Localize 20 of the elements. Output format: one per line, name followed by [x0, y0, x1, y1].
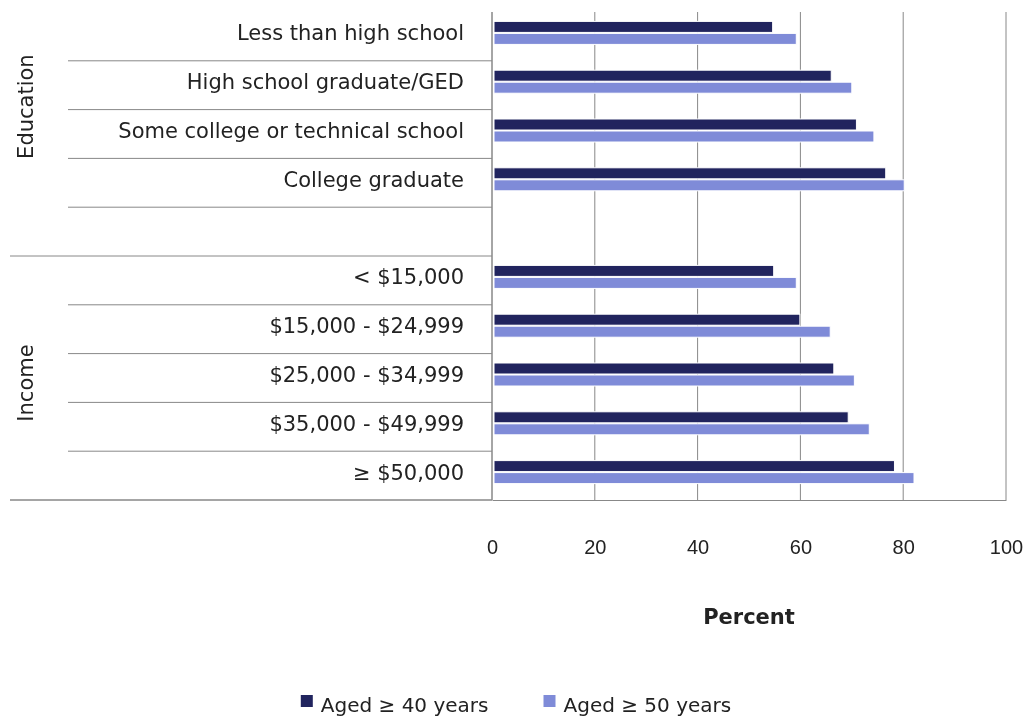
- y-tick-label: College graduate: [283, 167, 464, 192]
- y-tick-label: $25,000 - $34,999: [269, 363, 464, 387]
- y-tick-label: $15,000 - $24,999: [269, 314, 464, 339]
- x-axis-title: Percent: [703, 605, 795, 629]
- y-tick-label: ≥ $50,000: [352, 460, 464, 485]
- x-tick-label: 0: [486, 536, 499, 559]
- y-tick-label: Less than high school: [237, 21, 464, 46]
- x-tick-label: 100: [989, 536, 1024, 559]
- legend-label: Aged ≥ 40 years: [320, 692, 489, 717]
- y-tick-label: Some college or technical school: [118, 119, 464, 143]
- x-tick-label: 60: [789, 536, 813, 559]
- y-tick-label: $35,000 - $49,999: [269, 411, 464, 436]
- legend-label: Aged ≥ 50 years: [563, 692, 732, 717]
- y-tick-label: High school graduate/GED: [186, 70, 464, 95]
- x-tick-label: 40: [686, 536, 710, 559]
- x-tick-label: 80: [892, 536, 915, 559]
- y-tick-label: < $15,000: [352, 265, 464, 290]
- text: Education: [14, 54, 38, 159]
- x-tick-label: 20: [584, 536, 607, 559]
- text: Income: [14, 344, 38, 422]
